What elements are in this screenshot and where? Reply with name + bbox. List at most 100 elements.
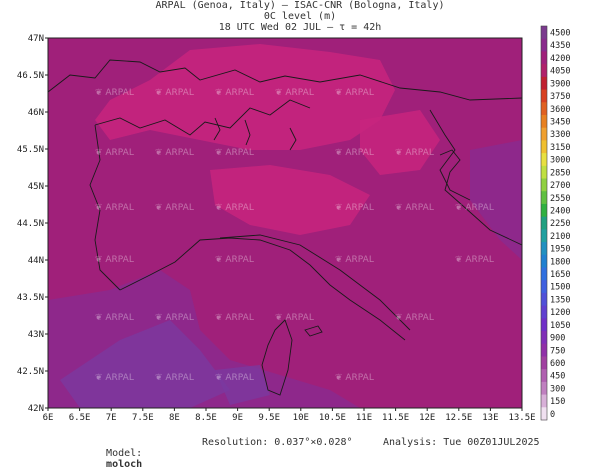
lon-tick-label: 11.5E bbox=[382, 413, 409, 423]
colorbar-label: 450 bbox=[550, 372, 565, 382]
colorbar-cell bbox=[541, 178, 547, 192]
watermark-text: ❦ ARPAL bbox=[215, 373, 254, 383]
colorbar-cell bbox=[541, 305, 547, 319]
colorbar-cell bbox=[541, 254, 547, 268]
header-time: 18 UTC Wed 02 JUL — τ = 42h bbox=[218, 22, 382, 33]
colorbar-label: 150 bbox=[550, 397, 565, 407]
colorbar-frame bbox=[540, 25, 548, 421]
colorbar-cell bbox=[541, 267, 547, 281]
watermark-text: ❦ ARPAL bbox=[95, 88, 134, 98]
colorbar-label: 3300 bbox=[550, 130, 570, 140]
colorbar-cell bbox=[541, 38, 547, 52]
watermark-text: ❦ ARPAL bbox=[155, 148, 194, 158]
colorbar-label: 3000 bbox=[550, 156, 570, 166]
lat-tick-label: 45.5N bbox=[17, 145, 44, 155]
lon-tick-label: 12.5E bbox=[445, 413, 472, 423]
colorbar-cell bbox=[541, 394, 547, 408]
lon-tick-label: 13.5E bbox=[508, 413, 535, 423]
lon-tick-label: 6.5E bbox=[69, 413, 91, 423]
colorbar-cell bbox=[541, 369, 547, 383]
border-slovenia bbox=[429, 109, 471, 201]
field-low-adriatic bbox=[470, 140, 522, 260]
watermark-text: ❦ ARPAL bbox=[95, 203, 134, 213]
colorbar-label: 3600 bbox=[550, 105, 570, 115]
border-france bbox=[89, 124, 121, 291]
watermark-text: ❦ ARPAL bbox=[275, 88, 314, 98]
lat-tick-label: 47N bbox=[28, 34, 44, 44]
colorbar-label: 4200 bbox=[550, 54, 570, 64]
colorbar-label: 4350 bbox=[550, 41, 570, 51]
colorbar-label: 1950 bbox=[550, 245, 570, 255]
lake-como bbox=[244, 119, 251, 146]
border-north bbox=[48, 59, 522, 101]
colorbar-label: 3150 bbox=[550, 143, 570, 153]
footer-analysis: Analysis: Tue 00Z01JUL2025 bbox=[383, 437, 540, 448]
colorbar-label: 750 bbox=[550, 346, 565, 356]
watermark-text: ❦ ARPAL bbox=[395, 203, 434, 213]
colorbar-label: 1050 bbox=[550, 321, 570, 331]
watermark-text: ❦ ARPAL bbox=[455, 203, 494, 213]
watermark-text: ❦ ARPAL bbox=[215, 313, 254, 323]
lon-axis: 6E 6.5E 7E 7.5E 8E 8.5E 9E 9.5E 10E 10.5E 11E 11.5E… bbox=[43, 408, 536, 423]
lon-tick-label: 6E bbox=[43, 413, 54, 423]
colorbar-cell bbox=[541, 64, 547, 78]
colorbar-label: 4050 bbox=[550, 67, 570, 77]
lat-tick-label: 46.5N bbox=[17, 71, 44, 81]
footer-model: Model: moloch bbox=[94, 437, 142, 470]
watermark-text: ❦ ARPAL bbox=[395, 148, 434, 158]
lake-garda bbox=[289, 127, 297, 151]
watermark-text: ❦ ARPAL bbox=[395, 313, 434, 323]
watermark-text: ❦ ARPAL bbox=[335, 373, 374, 383]
lon-tick-label: 12E bbox=[419, 413, 435, 423]
colorbar-label: 2850 bbox=[550, 168, 570, 178]
colorbar-label: 1200 bbox=[550, 308, 570, 318]
watermark-text: ❦ ARPAL bbox=[215, 88, 254, 98]
colorbar-cell bbox=[541, 26, 547, 40]
colorbar-cell bbox=[541, 407, 547, 421]
map-panel: 6E 6.5E 7E 7.5E 8E 8.5E 9E 9.5E 10E 10.5E 11E 11.5E… bbox=[17, 34, 536, 423]
coastlines-borders bbox=[48, 59, 522, 396]
watermark-text: ❦ ARPAL bbox=[215, 255, 254, 265]
lon-tick-label: 11E bbox=[356, 413, 372, 423]
field-low-south bbox=[60, 320, 230, 408]
coast-elba bbox=[304, 325, 323, 337]
colorbar-cell bbox=[541, 331, 547, 345]
watermark-text: ❦ ARPAL bbox=[95, 313, 134, 323]
colorbar-cell bbox=[541, 76, 547, 91]
colorbar-cell bbox=[541, 127, 547, 141]
colorbar-cell bbox=[541, 89, 547, 103]
colorbar-cell bbox=[541, 165, 547, 180]
colorbar-cell bbox=[541, 114, 547, 129]
colorbar-cell bbox=[541, 51, 547, 65]
header-title: ARPAL (Genoa, Italy) — ISAC-CNR (Bologna… bbox=[155, 0, 445, 11]
lon-tick-label: 13E bbox=[482, 413, 498, 423]
colorbar-label: 1800 bbox=[550, 257, 570, 267]
lat-tick-label: 43.5N bbox=[17, 293, 44, 303]
watermark-text: ❦ ARPAL bbox=[335, 255, 374, 265]
lon-tick-label: 9E bbox=[232, 413, 243, 423]
colorbar-label: 300 bbox=[550, 384, 565, 394]
coast-corsica bbox=[261, 319, 293, 396]
lat-axis: 47N 46.5N 46N 45.5N 45N 44.5N 44N 43.5N 43N 42.5N… bbox=[17, 34, 48, 414]
lon-tick-label: 8E bbox=[169, 413, 180, 423]
lon-tick-label: 10.5E bbox=[319, 413, 346, 423]
coast-adriatic bbox=[439, 149, 522, 246]
colorbar-label: 3900 bbox=[550, 79, 570, 89]
colorbar-cell bbox=[541, 191, 547, 205]
colorbar-label: 2550 bbox=[550, 194, 570, 204]
watermark-text: ❦ ARPAL bbox=[215, 203, 254, 213]
colorbar-label: 1500 bbox=[550, 283, 570, 293]
colorbar-cell bbox=[541, 280, 547, 294]
colorbar-cells bbox=[540, 25, 548, 421]
colorbar-label: 3750 bbox=[550, 92, 570, 102]
field-high-east bbox=[360, 110, 440, 175]
lat-tick-label: 43N bbox=[28, 330, 44, 340]
watermark-text: ❦ ARPAL bbox=[95, 148, 134, 158]
watermark-text: ❦ ARPAL bbox=[455, 255, 494, 265]
lat-tick-label: 44N bbox=[28, 256, 44, 266]
colorbar-cell bbox=[541, 216, 547, 230]
colorbar-cell bbox=[541, 140, 547, 154]
watermark-text: ❦ ARPAL bbox=[155, 373, 194, 383]
watermark-text: ❦ ARPAL bbox=[155, 313, 194, 323]
colorbar-cell bbox=[541, 203, 547, 218]
